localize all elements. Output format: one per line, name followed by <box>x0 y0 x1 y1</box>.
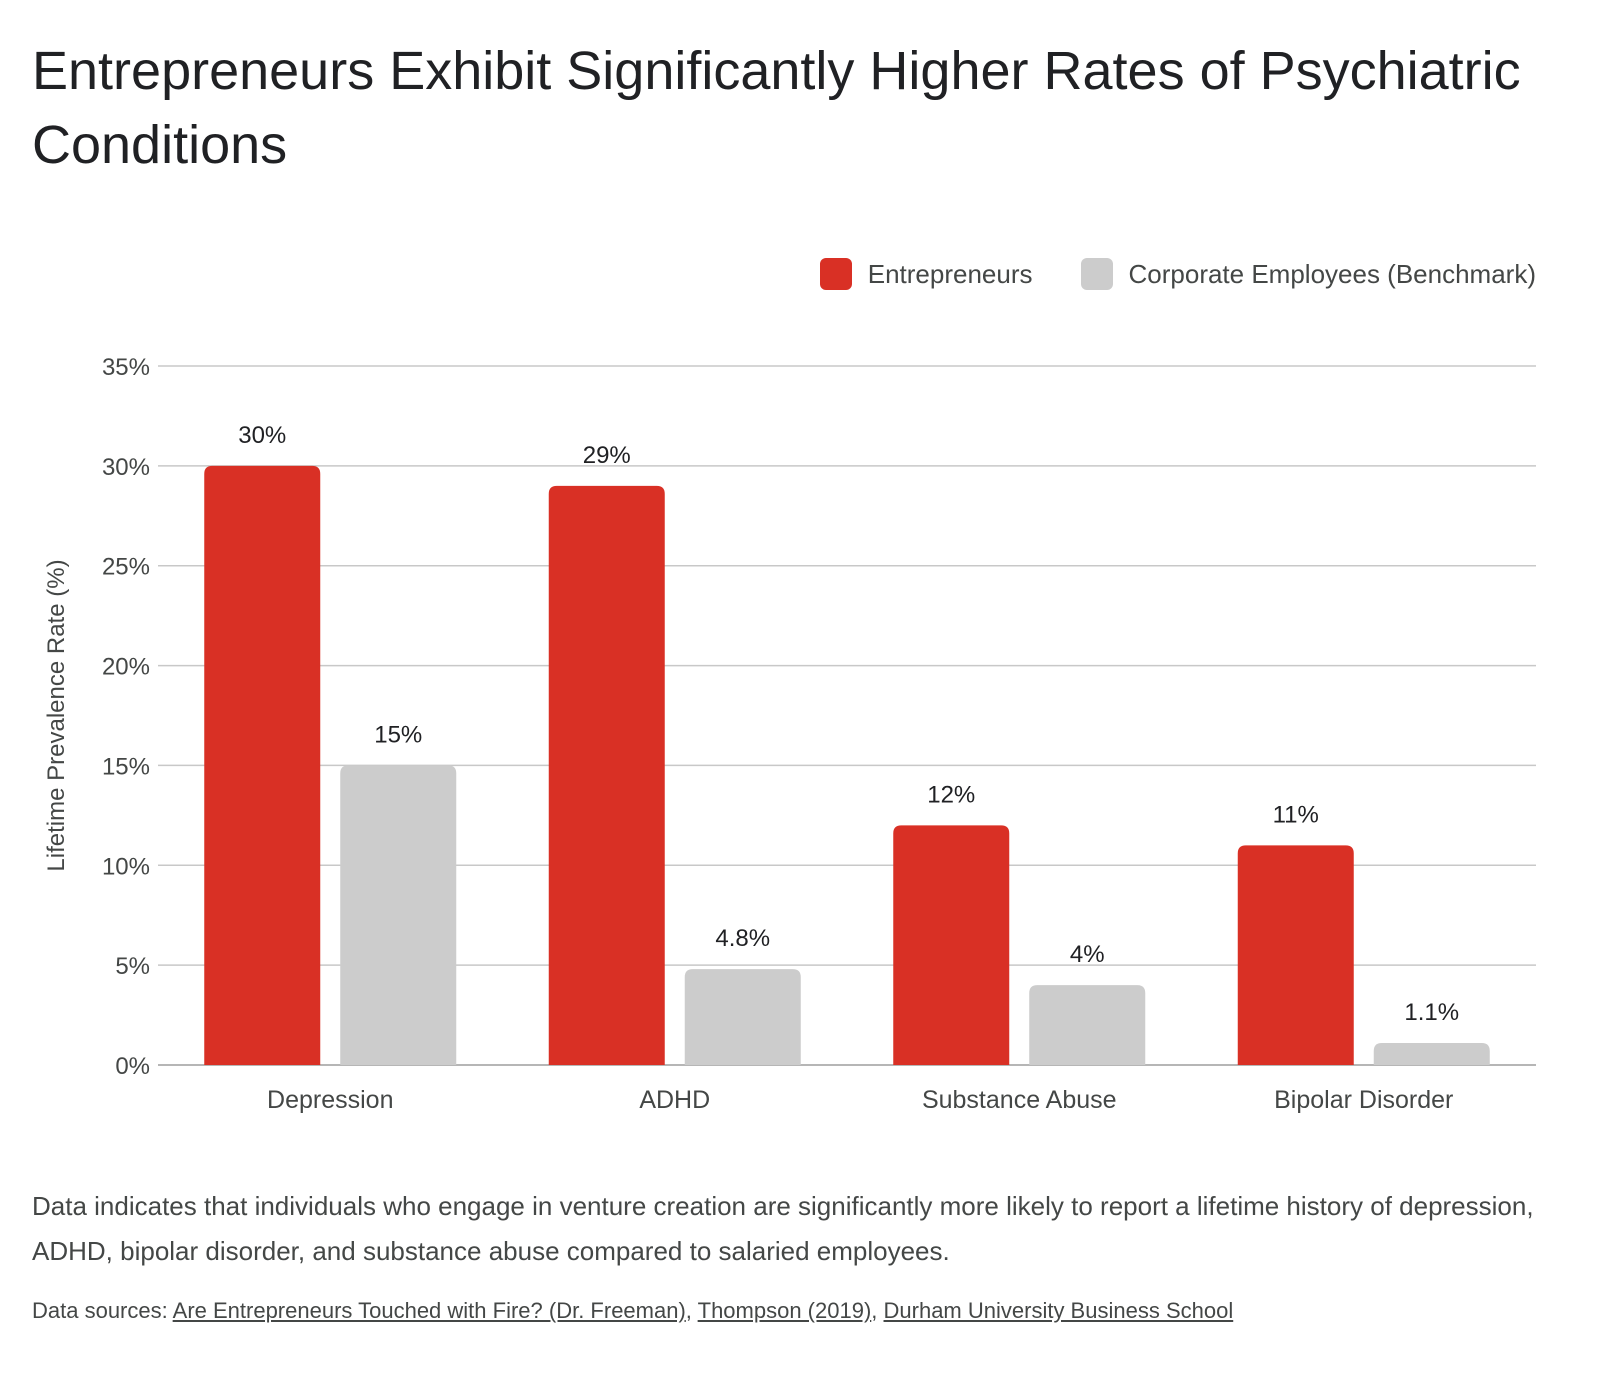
x-tick-label: Depression <box>267 1086 393 1114</box>
x-tick-label: ADHD <box>639 1086 710 1114</box>
bar-corporate <box>340 765 457 1065</box>
bar-corporate <box>684 969 801 1065</box>
legend-item-entrepreneurs: Entrepreneurs <box>819 258 1033 290</box>
legend: Entrepreneurs Corporate Employees (Bench… <box>772 258 1536 290</box>
bar-entrepreneurs <box>548 485 665 1065</box>
data-label: 30% <box>238 422 286 449</box>
chart-title: Entrepreneurs Exhibit Significantly High… <box>32 41 1521 175</box>
bar-entrepreneurs <box>893 825 1010 1065</box>
y-tick-label: 30% <box>102 454 150 481</box>
bar-entrepreneurs <box>204 465 321 1065</box>
y-tick-label: 10% <box>102 853 150 880</box>
data-label: 15% <box>374 721 422 748</box>
source-link-freeman[interactable]: Are Entrepreneurs Touched with Fire? (Dr… <box>172 1298 686 1323</box>
sources-prefix: Data sources: <box>32 1298 173 1323</box>
data-label: 12% <box>927 781 975 808</box>
legend-swatch-entrepreneurs <box>819 258 852 290</box>
y-tick-label: 5% <box>115 953 150 980</box>
y-tick-label: 15% <box>102 753 150 780</box>
source-link-durham[interactable]: Durham University Business School <box>883 1298 1234 1323</box>
sources-separator: , <box>871 1298 884 1323</box>
legend-label-entrepreneurs: Entrepreneurs <box>867 258 1033 289</box>
y-tick-label: 0% <box>115 1053 150 1080</box>
x-tick-label: Substance Abuse <box>922 1086 1117 1114</box>
legend-swatch-corporate <box>1080 258 1113 290</box>
chart-description: Data indicates that individuals who enga… <box>32 1191 1534 1266</box>
x-tick-label: Bipolar Disorder <box>1274 1086 1453 1114</box>
data-sources: Data sources: Are Entrepreneurs Touched … <box>32 1298 1233 1324</box>
legend-item-corporate: Corporate Employees (Benchmark) <box>1080 258 1537 290</box>
data-label: 4% <box>1070 941 1105 968</box>
y-axis-title: Lifetime Prevalence Rate (%) <box>43 559 70 871</box>
bar-corporate <box>1029 985 1146 1065</box>
data-label: 11% <box>1273 801 1319 828</box>
data-label: 1.1% <box>1404 999 1459 1026</box>
bar-chart: 0% 5% 10% 15% 20% 25% 30% 35% Lifetime Prevalenc… <box>43 354 1536 1114</box>
bar-corporate <box>1373 1043 1490 1065</box>
data-label: 29% <box>583 442 631 469</box>
y-tick-label: 20% <box>102 654 150 681</box>
y-tick-label: 35% <box>102 354 150 381</box>
legend-label-corporate: Corporate Employees (Benchmark) <box>1128 258 1537 289</box>
data-label: 4.8% <box>715 925 770 952</box>
sources-separator: , <box>685 1298 698 1323</box>
y-tick-label: 25% <box>102 554 150 581</box>
source-link-thompson[interactable]: Thompson (2019) <box>697 1298 872 1323</box>
bar-entrepreneurs <box>1237 845 1354 1065</box>
